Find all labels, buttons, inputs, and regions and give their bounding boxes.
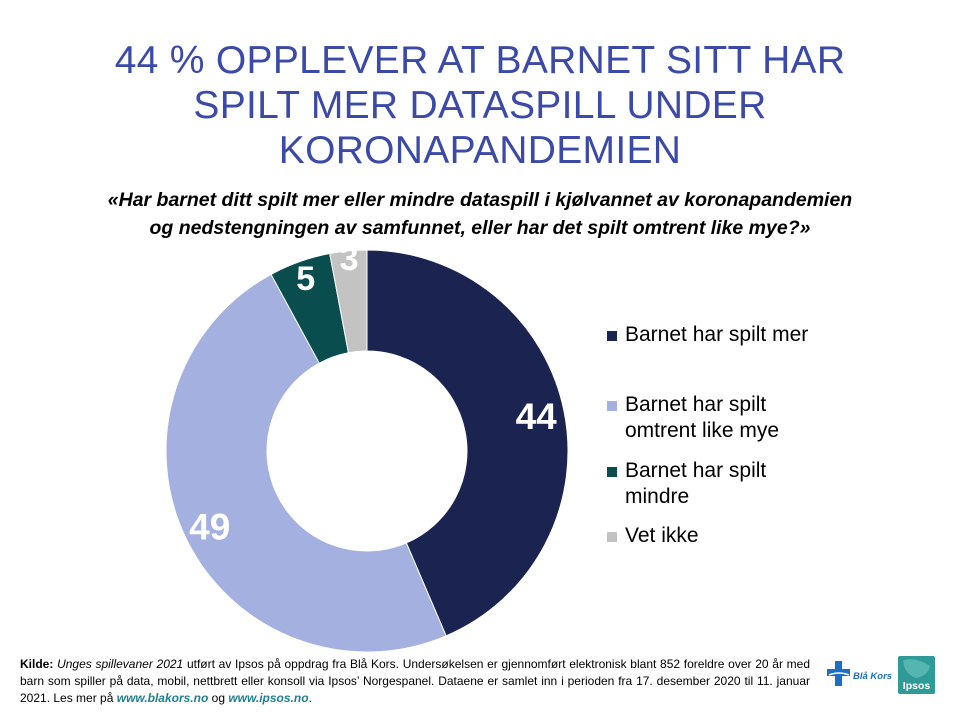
source-end: . [308, 691, 312, 705]
legend-swatch-dont-know [607, 532, 617, 542]
survey-question: «Har barnet ditt spilt mer eller mindre … [20, 186, 940, 242]
donut-data-labels: 44 49 53 [189, 240, 557, 548]
title-line-3: KORONAPANDEMIEN [278, 129, 682, 172]
slice-dont-know [329, 249, 368, 354]
source-title: Unges spillevaner 2021 [57, 657, 184, 671]
slice-same [165, 273, 447, 653]
source-text: utført av Ipsos på oppdrag fra Blå Kors.… [20, 657, 810, 705]
donut-slices [165, 249, 569, 653]
legend-swatch-same [607, 401, 617, 411]
data-label-same: 49 [189, 507, 230, 548]
link-ipsos[interactable]: www.ipsos.no [228, 691, 309, 705]
data-label-less: 5 [296, 260, 315, 298]
source-and: og [208, 691, 229, 705]
page-title: 44 % OPPLEVER AT BARNET SITT HAR SPILT M… [20, 38, 940, 173]
link-blakors[interactable]: www.blakors.no [116, 691, 209, 705]
slice-more [366, 249, 569, 637]
title-line-1: 44 % OPPLEVER AT BARNET SITT HAR [114, 39, 846, 82]
legend-label-less-line1: Barnet har spilt [625, 459, 767, 482]
blakors-logo-text: Blå Kors [853, 671, 892, 682]
legend-label-dont-know: Vet ikke [625, 524, 699, 547]
title-line-2: SPILT MER DATASPILL UNDER [193, 84, 767, 127]
legend-label-more: Barnet har spilt mer [625, 323, 809, 346]
source-label: Kilde: [20, 657, 54, 671]
blakors-cross-icon [827, 661, 850, 686]
ipsos-logo-text: Ipsos [903, 680, 931, 692]
legend-swatch-less [607, 467, 617, 477]
legend-label-same-line1: Barnet har spilt [625, 393, 767, 416]
data-label-more: 44 [516, 396, 558, 437]
ipsos-logo: Ipsos [898, 656, 935, 694]
data-label-dont-know: 3 [340, 240, 359, 278]
legend-swatch-more [607, 331, 617, 341]
source-footnote: Kilde: Unges spillevaner 2021 utført av … [20, 656, 810, 707]
legend-label-same-line2: omtrent like mye [625, 419, 780, 442]
blakors-logo: Blå Kors [827, 661, 892, 686]
question-line-1: «Har barnet ditt spilt mer eller mindre … [107, 189, 853, 211]
question-line-2: og nedstengningen av samfunnet, eller ha… [149, 217, 811, 239]
legend-label-less-line2: mindre [625, 485, 690, 508]
